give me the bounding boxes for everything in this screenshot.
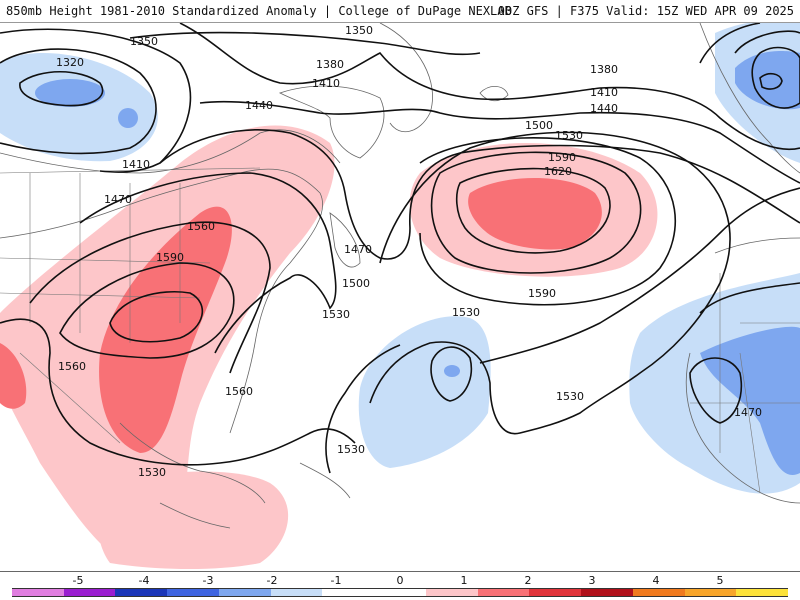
colorbar-segment — [425, 588, 479, 597]
colorbar-segment — [270, 588, 323, 597]
height-contours — [0, 23, 800, 474]
contour-label: 1380 — [590, 63, 618, 76]
contour-label: 1590 — [156, 251, 184, 264]
colorbar-segment — [12, 588, 65, 597]
colorbar-tick-label: -3 — [202, 574, 214, 587]
negative-anomaly-atlantic-core — [444, 365, 460, 377]
colorbar-tick-label: -5 — [72, 574, 84, 587]
colorbar-segment — [115, 588, 168, 597]
contour-label: 1530 — [322, 308, 350, 321]
colorbar-tick-label: 2 — [524, 574, 532, 587]
anomaly-map: 1320 1350 1350 1380 1410 1410 1440 1470 … — [0, 23, 800, 572]
negative-anomaly-africa — [629, 273, 800, 494]
colorbar-segment — [374, 588, 427, 597]
map-title: 850mb Height 1981-2010 Standardized Anom… — [6, 4, 512, 18]
colorbar-segment — [477, 588, 530, 597]
positive-anomaly-south-america — [97, 471, 289, 569]
contour-label: 1590 — [548, 151, 576, 164]
contour-label: 1440 — [590, 102, 618, 115]
strong-negative-anomaly-africa — [700, 326, 800, 475]
contour-label: 1500 — [342, 277, 370, 290]
colorbar-tick-label: 1 — [460, 574, 468, 587]
contour-label: 1530 — [555, 129, 583, 142]
colorbar-segment — [167, 588, 220, 597]
strong-negative-anomaly-northwest-2 — [118, 108, 138, 128]
contour-label: 1530 — [337, 443, 365, 456]
colorbar-tick-label: 0 — [396, 574, 404, 587]
model-run-info: 00Z GFS | F375 Valid: 15Z WED APR 09 202… — [497, 4, 794, 18]
colorbar-tick-label: 4 — [652, 574, 660, 587]
colorbar-segment — [632, 588, 686, 597]
contour-label: 1350 — [345, 24, 373, 37]
contour-label: 1620 — [544, 165, 572, 178]
strong-negative-anomaly-northwest — [35, 79, 105, 107]
contour-label: 1380 — [316, 58, 344, 71]
strong-positive-anomaly-central-atlantic — [468, 178, 602, 250]
contour-label-group: 1320 1350 1350 1380 1410 1410 1440 1470 … — [56, 24, 762, 479]
colorbar-tick-label: 3 — [588, 574, 596, 587]
title-bar: 850mb Height 1981-2010 Standardized Anom… — [0, 0, 800, 23]
contour-label: 1590 — [528, 287, 556, 300]
colorbar-segment — [581, 588, 634, 597]
contour-label: 1530 — [138, 466, 166, 479]
colorbar-segment — [322, 588, 375, 597]
negative-anomaly-atlantic — [358, 316, 491, 468]
contour-label: 1410 — [590, 86, 618, 99]
colorbar-segment — [529, 588, 582, 597]
colorbar-strip — [12, 588, 789, 598]
contour-label: 1440 — [245, 99, 273, 112]
contour-label: 1560 — [187, 220, 215, 233]
colorbar-segment — [684, 588, 737, 597]
colorbar-tick-label: -1 — [330, 574, 342, 587]
borders — [0, 167, 800, 494]
strong-positive-anomaly-north-america — [99, 206, 232, 453]
strong-positive-anomaly-west-coast — [0, 343, 27, 409]
colorbar-tick-label: -2 — [266, 574, 278, 587]
contour-label: 1410 — [122, 158, 150, 171]
contour-label: 1530 — [556, 390, 584, 403]
contour-label: 1560 — [58, 360, 86, 373]
contour-label: 1320 — [56, 56, 84, 69]
contour-label: 1410 — [312, 77, 340, 90]
colorbar-segment — [218, 588, 272, 597]
colorbar-tick-label: 5 — [716, 574, 724, 587]
colorbar-segment — [63, 588, 116, 597]
colorbar-tick-label: -4 — [138, 574, 150, 587]
contour-label: 1470 — [344, 243, 372, 256]
colorbar-segment — [736, 588, 789, 597]
contour-label: 1470 — [104, 193, 132, 206]
contour-label: 1350 — [130, 35, 158, 48]
negative-anomaly-northwest — [0, 53, 158, 162]
coastlines — [0, 23, 800, 529]
contour-label: 1470 — [734, 406, 762, 419]
strong-negative-anomaly-northeast — [735, 51, 800, 110]
contour-label: 1560 — [225, 385, 253, 398]
contour-label: 1530 — [452, 306, 480, 319]
contour-label: 1500 — [525, 119, 553, 132]
colorbar: -5 -4 -3 -2 -1 0 1 2 3 4 5 — [0, 572, 800, 600]
